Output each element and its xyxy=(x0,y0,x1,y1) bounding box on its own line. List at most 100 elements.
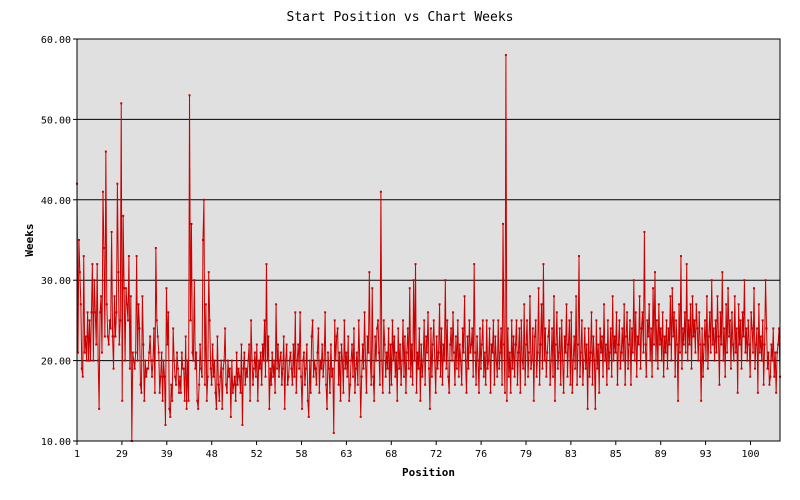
data-point xyxy=(328,391,331,394)
data-point xyxy=(727,287,730,290)
data-point xyxy=(227,375,230,378)
data-point xyxy=(296,359,299,362)
data-point xyxy=(418,327,421,330)
data-point xyxy=(460,383,463,386)
data-point xyxy=(93,279,96,282)
data-point xyxy=(417,367,420,370)
data-point xyxy=(202,198,205,201)
data-point xyxy=(587,327,590,330)
data-point xyxy=(219,375,222,378)
data-point xyxy=(679,255,682,258)
data-point xyxy=(559,383,562,386)
data-point xyxy=(116,182,119,185)
data-point xyxy=(288,359,291,362)
data-point xyxy=(608,351,611,354)
data-point xyxy=(343,319,346,322)
data-point xyxy=(623,303,626,306)
data-point xyxy=(468,319,471,322)
data-point xyxy=(240,343,243,346)
data-point xyxy=(415,391,418,394)
data-point xyxy=(190,222,193,225)
data-point xyxy=(208,319,211,322)
data-point xyxy=(257,359,260,362)
data-point xyxy=(489,391,492,394)
data-point xyxy=(411,383,414,386)
data-point xyxy=(131,351,134,354)
data-point xyxy=(428,407,431,410)
data-point xyxy=(84,335,87,338)
data-point xyxy=(708,311,711,314)
data-point xyxy=(241,423,244,426)
data-point xyxy=(502,222,505,225)
data-point xyxy=(244,383,247,386)
data-point xyxy=(142,343,145,346)
data-point xyxy=(108,319,111,322)
data-point xyxy=(86,311,89,314)
data-point xyxy=(137,303,140,306)
data-point xyxy=(346,375,349,378)
data-point xyxy=(261,343,264,346)
data-point xyxy=(472,375,475,378)
data-point xyxy=(502,343,505,346)
data-point xyxy=(135,255,138,258)
x-tick-label: 68 xyxy=(385,449,397,460)
data-point xyxy=(272,375,275,378)
data-point xyxy=(404,391,407,394)
y-tick-label: 60.00 xyxy=(41,35,71,46)
data-point xyxy=(123,287,126,290)
data-point xyxy=(96,263,99,266)
data-point xyxy=(263,319,266,322)
data-point xyxy=(649,359,652,362)
data-point xyxy=(556,367,559,370)
data-point xyxy=(107,343,110,346)
data-point xyxy=(755,327,758,330)
data-point xyxy=(713,359,716,362)
data-point xyxy=(734,351,737,354)
data-point xyxy=(371,287,374,290)
data-point xyxy=(259,351,262,354)
data-point xyxy=(119,319,122,322)
data-point xyxy=(286,383,289,386)
data-point xyxy=(514,343,517,346)
data-point xyxy=(611,295,614,298)
data-point xyxy=(453,383,456,386)
data-point xyxy=(266,359,269,362)
series-line xyxy=(76,55,781,442)
data-point xyxy=(564,351,567,354)
data-point xyxy=(714,319,717,322)
data-point xyxy=(737,303,740,306)
data-point xyxy=(625,335,628,338)
data-point xyxy=(449,343,452,346)
data-point xyxy=(291,383,294,386)
data-point xyxy=(432,319,435,322)
data-point xyxy=(289,351,292,354)
data-point xyxy=(402,319,405,322)
data-point xyxy=(668,343,671,346)
data-point xyxy=(536,351,539,354)
data-point xyxy=(313,359,316,362)
data-point xyxy=(673,311,676,314)
data-point xyxy=(104,150,107,153)
data-point xyxy=(439,375,442,378)
data-point xyxy=(761,319,764,322)
data-point xyxy=(748,343,751,346)
data-point xyxy=(629,383,632,386)
data-point xyxy=(590,311,593,314)
data-point xyxy=(463,295,466,298)
data-point xyxy=(665,319,668,322)
data-point xyxy=(637,343,640,346)
data-point xyxy=(105,303,108,306)
data-point xyxy=(471,327,474,330)
data-point xyxy=(203,383,206,386)
data-point xyxy=(141,295,144,298)
data-point xyxy=(167,311,170,314)
data-point xyxy=(377,351,380,354)
data-point xyxy=(578,375,581,378)
data-point xyxy=(201,239,204,241)
data-point xyxy=(156,335,159,338)
data-point xyxy=(689,303,692,306)
data-point xyxy=(321,343,324,346)
data-point xyxy=(750,311,753,314)
data-point xyxy=(669,295,672,298)
data-point xyxy=(162,359,165,362)
